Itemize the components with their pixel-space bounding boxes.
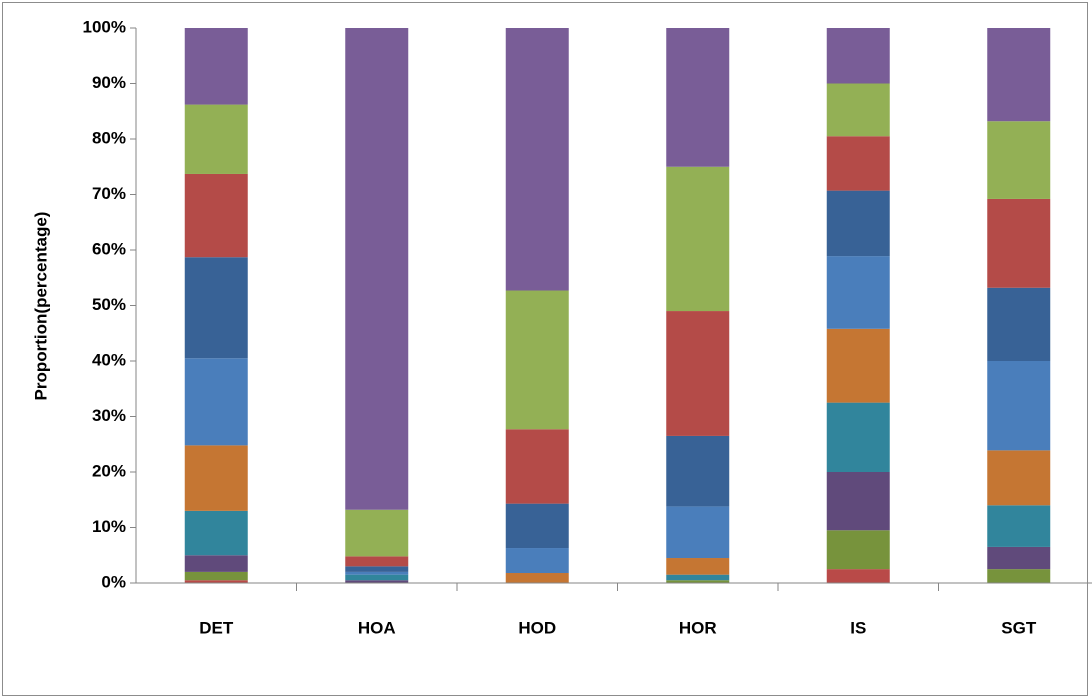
y-tick-label: 0% xyxy=(101,572,126,591)
bar-segment-is-6 xyxy=(826,256,890,329)
bar-segment-hor-2 xyxy=(666,580,730,583)
bar-segment-hor-8 xyxy=(666,311,730,436)
bar-segment-sgt-2 xyxy=(987,569,1051,583)
bar-segment-is-8 xyxy=(826,136,890,191)
y-tick-label: 70% xyxy=(92,184,126,203)
bar-segment-det-7 xyxy=(184,257,248,359)
bar-segment-sgt-5 xyxy=(987,450,1051,506)
bar-segment-hod-10 xyxy=(505,28,569,291)
bar-segment-det-5 xyxy=(184,445,248,511)
bar-segment-hoa-10 xyxy=(345,28,409,510)
y-ticks-group: 0% 10% 20% 30% 40% 50% 60% 70% 80% 90% 100% xyxy=(83,17,136,591)
bar-segment-sgt-6 xyxy=(987,361,1051,451)
x-tick-label-det: DET xyxy=(199,618,234,637)
bar-segment-is-3 xyxy=(826,472,890,531)
bar-segment-sgt-4 xyxy=(987,505,1051,547)
bar-segment-hor-10 xyxy=(666,28,730,167)
bar-segment-det-4 xyxy=(184,510,248,556)
bar-segment-hor-5 xyxy=(666,558,730,575)
bar-segment-is-5 xyxy=(826,328,890,403)
y-tick-label: 80% xyxy=(92,128,126,147)
bar-segment-det-9 xyxy=(184,104,248,174)
bar-segment-det-6 xyxy=(184,358,248,446)
bar-segment-hor-4 xyxy=(666,574,730,581)
bar-segment-hoa-4 xyxy=(345,574,409,581)
y-tick-label: 90% xyxy=(92,73,126,92)
bar-segment-is-4 xyxy=(826,402,890,472)
bar-segment-hoa-6 xyxy=(345,571,409,575)
bar-segment-sgt-9 xyxy=(987,121,1051,199)
x-tick-label-hor: HOR xyxy=(679,618,717,637)
bars-group xyxy=(184,28,1051,583)
bar-segment-hod-9 xyxy=(505,290,569,430)
bar-segment-det-10 xyxy=(184,28,248,105)
y-tick-label: 40% xyxy=(92,350,126,369)
y-tick-label: 10% xyxy=(92,517,126,536)
bar-segment-hoa-9 xyxy=(345,509,409,557)
bar-segment-hoa-8 xyxy=(345,556,409,567)
bar-segment-is-1 xyxy=(826,569,890,583)
bar-segment-is-10 xyxy=(826,28,890,84)
bar-segment-is-7 xyxy=(826,190,890,257)
y-axis-title: Proportion(percentage) xyxy=(31,212,50,401)
bar-segment-sgt-3 xyxy=(987,546,1051,570)
bar-segment-det-3 xyxy=(184,555,248,572)
bar-segment-is-9 xyxy=(826,83,890,137)
bar-segment-hor-9 xyxy=(666,166,730,312)
x-tick-label-is: IS xyxy=(850,618,866,637)
y-tick-label: 20% xyxy=(92,461,126,480)
bar-segment-hor-7 xyxy=(666,435,730,507)
y-tick-label: 30% xyxy=(92,406,126,425)
bar-segment-hod-6 xyxy=(505,548,569,574)
y-tick-label: 100% xyxy=(83,17,126,36)
bar-segment-sgt-8 xyxy=(987,198,1051,288)
bar-segment-det-1 xyxy=(184,580,248,583)
bar-segment-hod-8 xyxy=(505,429,569,504)
axes-group xyxy=(135,28,1092,584)
x-tick-label-sgt: SGT xyxy=(1001,618,1037,637)
x-ticks-group: DET HOA HOD HOR IS SGT xyxy=(199,583,1037,637)
x-tick-label-hoa: HOA xyxy=(358,618,396,637)
bar-segment-hod-5 xyxy=(505,573,569,583)
y-tick-label: 60% xyxy=(92,239,126,258)
bar-segment-hoa-7 xyxy=(345,566,409,572)
bar-segment-det-2 xyxy=(184,571,248,581)
bar-segment-hod-7 xyxy=(505,503,569,549)
bar-segment-sgt-7 xyxy=(987,287,1051,361)
x-tick-label-hod: HOD xyxy=(518,618,556,637)
bar-segment-hor-6 xyxy=(666,506,730,559)
bar-segment-hoa-3 xyxy=(345,580,409,583)
bar-segment-sgt-10 xyxy=(987,28,1051,122)
bar-segment-det-8 xyxy=(184,173,248,258)
y-tick-label: 50% xyxy=(92,295,126,314)
bar-segment-is-2 xyxy=(826,530,890,570)
